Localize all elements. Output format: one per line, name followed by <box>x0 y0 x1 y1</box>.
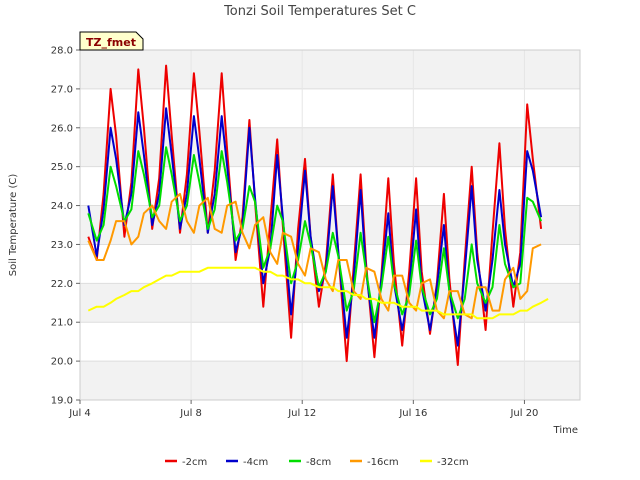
y-axis-ticks: 19.0 20.0 21.0 22.0 23.0 24.0 25.0 26.0 27.0 28.0 <box>51 46 80 407</box>
series-line-minus-2cm <box>87 64 543 366</box>
plot-band <box>80 283 580 323</box>
y-tick-label: 26.0 <box>51 123 73 134</box>
y-tick-label: 22.0 <box>51 279 73 290</box>
y-tick-label: 20.0 <box>51 357 73 368</box>
site-tag: TZ_fmet <box>79 31 144 51</box>
legend-label: -4cm <box>243 457 268 468</box>
x-tick-label: Jul 8 <box>179 408 202 419</box>
y-tick-label: 21.0 <box>51 318 73 329</box>
series-line-minus-32cm <box>87 266 549 320</box>
y-tick-label: 24.0 <box>51 201 73 212</box>
y-tick-label: 27.0 <box>51 84 73 95</box>
plot-band <box>80 88 580 128</box>
chart-title: Tonzi Soil Temperatures Set C <box>223 4 416 19</box>
plot-band <box>80 127 580 167</box>
series-line-minus-8cm <box>87 146 543 324</box>
plot-band <box>80 322 580 362</box>
x-tick-label: Jul 20 <box>509 408 538 419</box>
y-tick-label: 25.0 <box>51 162 73 173</box>
plot-frame <box>79 49 581 401</box>
x-axis-ticks: Jul 4 Jul 8 Jul 12 Jul 16 Jul 20 <box>68 400 538 419</box>
y-tick-label: 28.0 <box>51 46 73 57</box>
legend-label: -32cm <box>437 457 469 468</box>
y-axis-label: Soil Temperature (C) <box>8 174 19 277</box>
site-tag-box <box>79 31 144 51</box>
x-tick-label: Jul 4 <box>68 408 91 419</box>
y-tick-label: 19.0 <box>51 396 73 407</box>
x-tick-label: Jul 16 <box>398 408 427 419</box>
x-tick-label: Jul 12 <box>287 408 316 419</box>
y-tick-label: 23.0 <box>51 240 73 251</box>
series-lines <box>87 64 549 366</box>
legend-label: -2cm <box>182 457 207 468</box>
site-tag-label: TZ_fmet <box>86 36 136 49</box>
legend: -2cm -4cm -8cm -16cm -32cm <box>165 457 469 468</box>
x-axis-label: Time <box>553 425 578 436</box>
plot-band <box>80 50 580 89</box>
legend-label: -16cm <box>367 457 399 468</box>
plot-band <box>80 361 580 400</box>
legend-label: -8cm <box>306 457 331 468</box>
